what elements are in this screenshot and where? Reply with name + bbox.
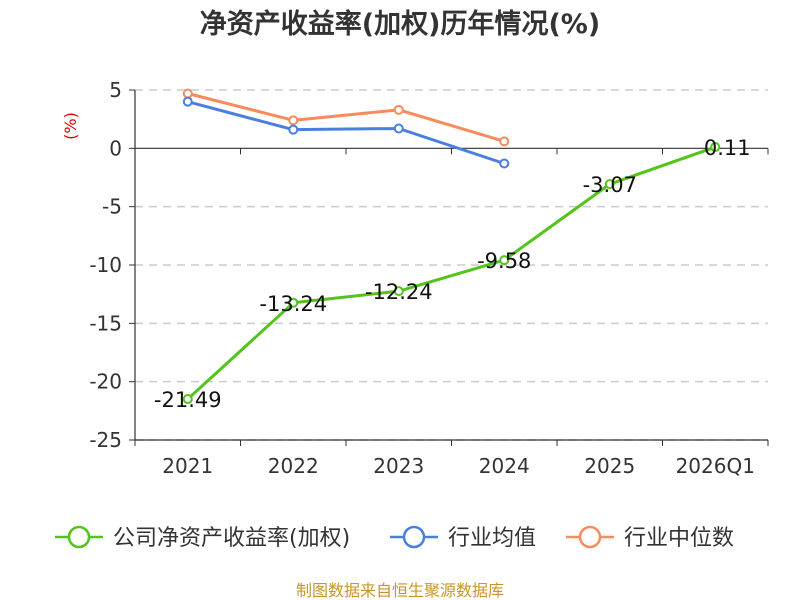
series-point bbox=[710, 142, 721, 153]
series-point bbox=[499, 255, 510, 266]
series-point bbox=[288, 115, 299, 126]
x-tick-label: 2024 bbox=[479, 454, 530, 478]
data-label: -12.24 bbox=[365, 280, 433, 304]
series-point bbox=[182, 96, 193, 107]
series-point bbox=[182, 394, 193, 405]
series-point bbox=[393, 286, 404, 297]
legend-label: 行业中位数 bbox=[624, 526, 734, 551]
series-line-1 bbox=[187, 100, 505, 165]
y-tick-label: -15 bbox=[89, 311, 122, 335]
series-point bbox=[288, 297, 299, 308]
y-tick-label: -25 bbox=[89, 428, 122, 452]
legend-item-2[interactable]: 行业中位数 bbox=[566, 525, 734, 551]
series-point bbox=[393, 104, 404, 115]
series-point bbox=[288, 124, 299, 135]
x-tick-label: 2025 bbox=[584, 454, 635, 478]
data-label: -3.07 bbox=[583, 173, 637, 197]
series-point bbox=[499, 136, 510, 147]
data-label: 0.11 bbox=[704, 136, 751, 160]
legend-item-1[interactable]: 行业均值 bbox=[390, 525, 536, 551]
data-label: -9.58 bbox=[477, 249, 531, 273]
series-point bbox=[604, 179, 615, 190]
y-axis-ticks: 5 0 -5 -10 -15 -20 -25 bbox=[89, 78, 135, 452]
legend-swatch-marker bbox=[67, 525, 91, 549]
series-line-2 bbox=[187, 92, 505, 143]
series-point bbox=[182, 88, 193, 99]
legend-label: 行业均值 bbox=[448, 526, 536, 551]
y-tick-label: 0 bbox=[109, 136, 122, 160]
y-tick-label: 5 bbox=[109, 78, 122, 102]
y-axis-unit-label: (%) bbox=[61, 112, 80, 140]
series-point bbox=[499, 158, 510, 169]
y-tick-label: -5 bbox=[102, 195, 122, 219]
x-tick-label: 2023 bbox=[373, 454, 424, 478]
y-tick-label: -20 bbox=[89, 370, 122, 394]
legend-label: 公司净资产收益率(加权) bbox=[113, 526, 350, 551]
y-tick-label: -10 bbox=[89, 253, 122, 277]
data-labels: -21.49 -13.24 -12.24 -9.58 -3.07 0.11 bbox=[154, 136, 751, 412]
axes bbox=[134, 90, 769, 446]
series-point bbox=[393, 123, 404, 134]
gridlines bbox=[135, 89, 768, 441]
x-tick-label: 2022 bbox=[268, 454, 319, 478]
legend[interactable]: 公司净资产收益率(加权) 行业均值 行业中位数 bbox=[55, 525, 734, 551]
legend-swatch-marker bbox=[578, 525, 602, 549]
data-label: -21.49 bbox=[154, 388, 222, 412]
data-source-note: 制图数据来自恒生聚源数据库 bbox=[296, 581, 504, 600]
chart-title: 净资产收益率(加权)历年情况(%) bbox=[200, 8, 600, 40]
x-tick-label: 2021 bbox=[162, 454, 213, 478]
x-tick-label: 2026Q1 bbox=[676, 454, 755, 478]
series-line-0 bbox=[186, 145, 716, 401]
legend-item-0[interactable]: 公司净资产收益率(加权) bbox=[55, 525, 350, 551]
legend-swatch-marker bbox=[402, 525, 426, 549]
data-label: -13.24 bbox=[259, 292, 327, 316]
series-layer bbox=[182, 88, 721, 405]
x-axis-ticks: 2021 2022 2023 2024 2025 2026Q1 bbox=[162, 454, 755, 478]
